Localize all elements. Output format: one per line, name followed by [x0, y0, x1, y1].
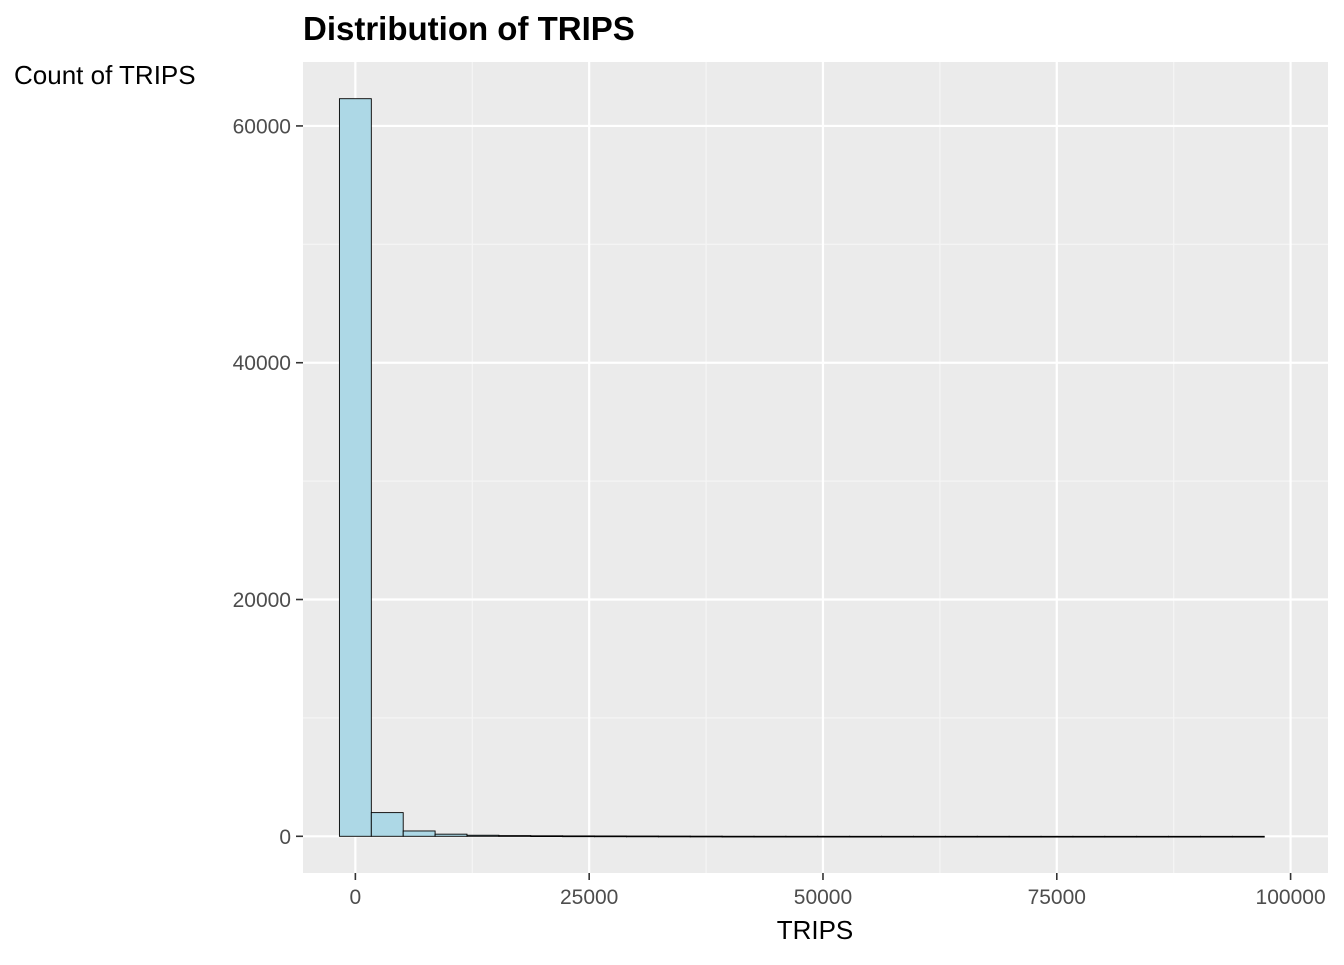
y-tick-label: 20000: [233, 589, 291, 612]
histogram-bar: [402, 830, 436, 837]
histogram-bar: [881, 835, 914, 838]
histogram-bar: [498, 835, 532, 837]
histogram-bar: [625, 835, 659, 838]
histogram-bar: [530, 835, 564, 838]
x-tick-label: 50000: [794, 886, 852, 909]
histogram-bar: [434, 833, 468, 837]
histogram-bar: [913, 835, 946, 838]
histogram-bar: [721, 835, 755, 838]
plot-area: 0 25000 50000 75000 100000 0 20000 40000 60000: [233, 62, 1328, 909]
histogram-bar: [1168, 835, 1201, 838]
histogram-bar: [976, 835, 1010, 838]
histogram-bar: [849, 835, 883, 838]
x-tick-label: 100000: [1256, 886, 1326, 909]
histogram-bar: [1104, 835, 1138, 838]
x-axis-title: TRIPS: [777, 915, 854, 945]
histogram-bar: [753, 835, 787, 838]
x-tick-label: 0: [350, 886, 362, 909]
y-tick-label: 40000: [233, 352, 291, 375]
y-tick-label: 0: [279, 826, 291, 849]
histogram-bar: [1231, 835, 1265, 838]
histogram-bar: [1200, 835, 1233, 838]
chart-title: Distribution of TRIPS: [303, 10, 635, 47]
x-tick-label: 25000: [560, 886, 618, 909]
histogram-bar: [594, 835, 627, 838]
y-tick-label: 60000: [233, 115, 291, 138]
histogram-bar: [689, 835, 723, 838]
histogram-bar: [562, 835, 596, 838]
histogram-bar: [657, 835, 691, 838]
panel-background: [303, 62, 1328, 873]
histogram-bar: [1008, 835, 1042, 838]
histogram-bar: [338, 98, 372, 837]
histogram-bar: [1072, 835, 1106, 838]
histogram-bar: [785, 835, 819, 838]
histogram-bar: [1040, 835, 1074, 838]
y-axis-title: Count of TRIPS: [14, 60, 196, 90]
x-tick-label: 75000: [1028, 886, 1086, 909]
histogram-bar: [817, 835, 851, 838]
histogram-bar: [370, 812, 404, 837]
histogram-bar: [466, 834, 500, 837]
histogram-bar: [1136, 835, 1170, 838]
histogram-bar: [944, 835, 978, 838]
